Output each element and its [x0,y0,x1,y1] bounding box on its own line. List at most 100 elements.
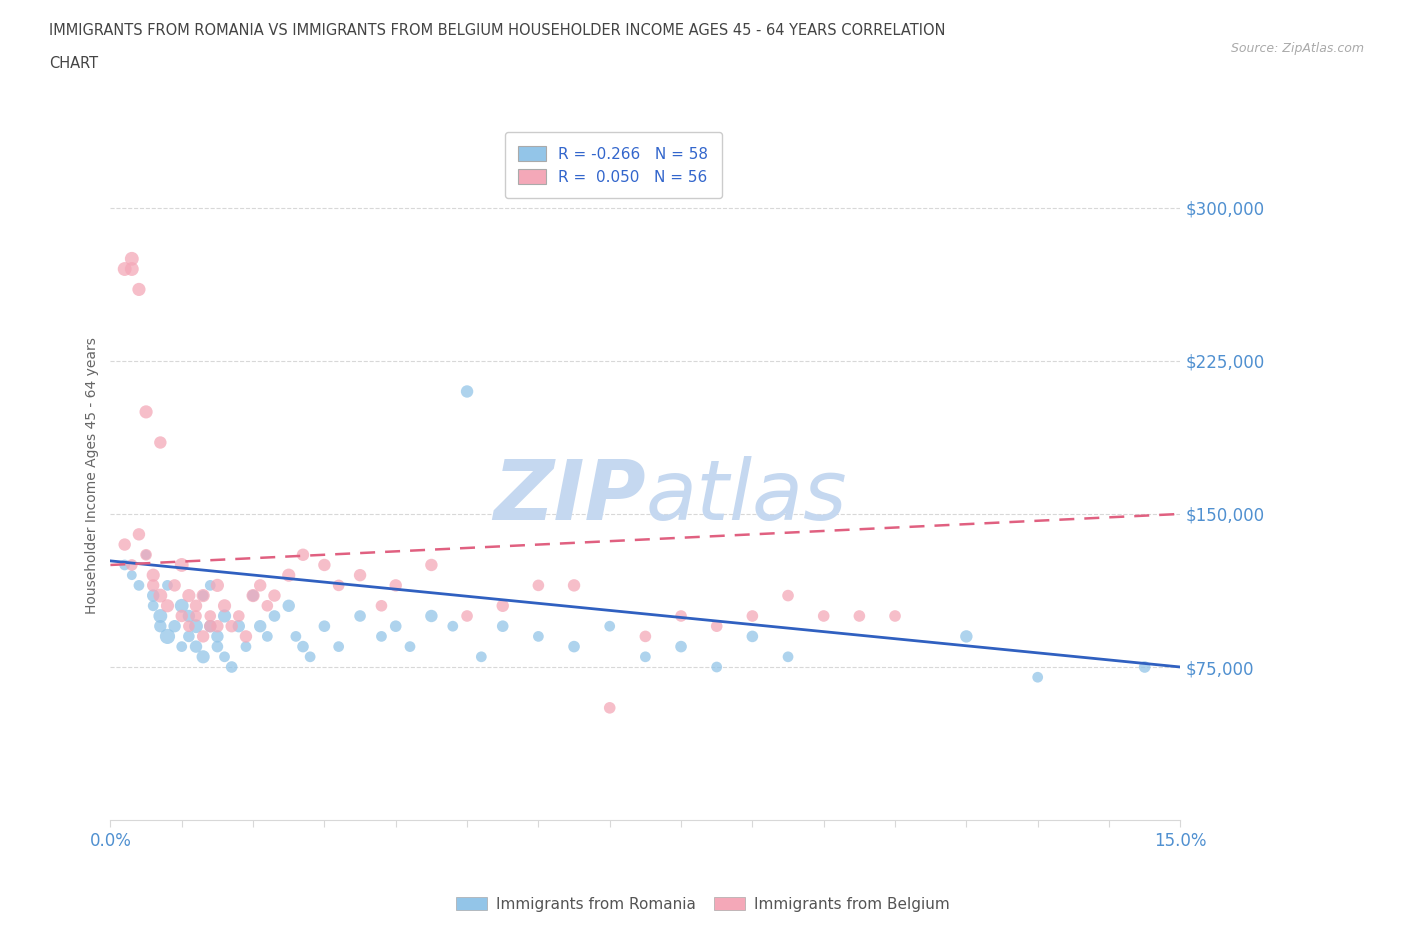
Point [776,649,799,664]
Point [848,608,870,623]
Point [214,598,236,613]
Point [121,557,143,572]
Point [370,629,392,644]
Point [292,639,315,654]
Point [741,608,763,623]
Point [263,608,285,623]
Point [741,629,763,644]
Point [214,608,236,623]
Point [128,527,150,542]
Point [370,598,392,613]
Point [114,557,136,572]
Point [399,639,422,654]
Point [562,639,585,654]
Point [177,588,200,603]
Point [177,629,200,644]
Point [349,608,371,623]
Point [955,629,977,644]
Point [207,578,229,592]
Point [420,557,443,572]
Point [228,608,250,623]
Legend: Immigrants from Romania, Immigrants from Belgium: Immigrants from Romania, Immigrants from… [450,890,956,918]
Point [121,567,143,582]
Point [170,557,193,572]
Point [328,639,350,654]
Point [456,384,478,399]
Point [135,548,157,563]
Point [191,649,214,664]
Point [114,538,136,552]
Point [314,557,336,572]
Text: ZIP: ZIP [492,456,645,537]
Point [1133,659,1156,674]
Point [441,618,464,633]
Point [349,567,371,582]
Point [235,629,257,644]
Point [156,598,179,613]
Point [149,608,172,623]
Point [221,659,243,674]
Point [149,618,172,633]
Point [456,608,478,623]
Point [562,578,585,592]
Text: CHART: CHART [49,56,98,71]
Point [200,608,222,623]
Point [200,618,222,633]
Point [669,608,692,623]
Point [527,578,550,592]
Point [170,608,193,623]
Point [256,629,278,644]
Point [142,567,165,582]
Point [200,578,222,592]
Point [184,598,207,613]
Point [669,639,692,654]
Point [242,588,264,603]
Point [235,639,257,654]
Point [1026,670,1049,684]
Point [884,608,907,623]
Point [121,261,143,276]
Point [328,578,350,592]
Point [142,598,165,613]
Point [191,588,214,603]
Point [149,435,172,450]
Point [170,598,193,613]
Y-axis label: Householder Income Ages 45 - 64 years: Householder Income Ages 45 - 64 years [86,338,100,614]
Text: atlas: atlas [645,456,846,537]
Point [384,618,406,633]
Point [384,578,406,592]
Point [156,629,179,644]
Point [156,578,179,592]
Point [277,598,299,613]
Point [142,588,165,603]
Point [284,629,307,644]
Point [492,618,515,633]
Point [191,629,214,644]
Point [292,548,315,563]
Point [163,618,186,633]
Point [242,588,264,603]
Point [706,618,728,633]
Point [149,588,172,603]
Point [128,282,150,297]
Point [184,608,207,623]
Point [813,608,835,623]
Point [128,578,150,592]
Point [599,700,621,715]
Point [470,649,492,664]
Text: Source: ZipAtlas.com: Source: ZipAtlas.com [1230,42,1364,55]
Point [634,649,657,664]
Point [492,598,515,613]
Point [177,608,200,623]
Point [256,598,278,613]
Point [114,261,136,276]
Point [207,618,229,633]
Point [207,629,229,644]
Point [214,649,236,664]
Text: IMMIGRANTS FROM ROMANIA VS IMMIGRANTS FROM BELGIUM HOUSEHOLDER INCOME AGES 45 - : IMMIGRANTS FROM ROMANIA VS IMMIGRANTS FR… [49,23,946,38]
Point [121,251,143,266]
Point [221,618,243,633]
Point [184,639,207,654]
Point [599,618,621,633]
Point [177,618,200,633]
